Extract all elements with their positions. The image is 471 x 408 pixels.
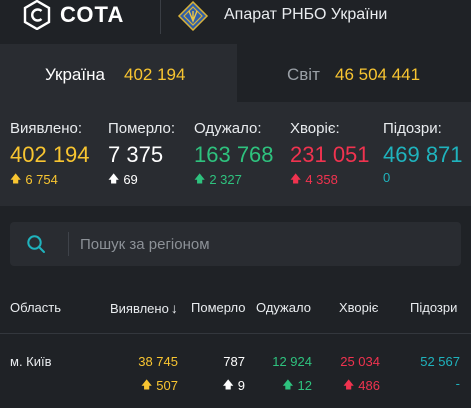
stat-value: 231 051 (290, 142, 370, 167)
stat-delta: 🡅 4 358 (290, 170, 338, 189)
search-icon[interactable] (26, 234, 46, 259)
stat-value: 7 375 (108, 142, 164, 167)
cell-recovered-delta: 🡅 12 (282, 376, 312, 395)
table-row[interactable]: м. Київ 38 745 🡅 507 787 🡅 9 12 924 🡅 12… (0, 334, 471, 408)
stat-delta-value: 4 358 (305, 172, 338, 187)
stat-delta: 🡅 69 (108, 170, 138, 189)
header-divider (160, 0, 161, 34)
stat-delta: 0 (383, 170, 390, 185)
delta-value: 486 (358, 378, 380, 393)
top-bar: СОТА Апарат РНБО України (0, 0, 471, 36)
arrow-up-icon: 🡅 (342, 379, 355, 391)
stat-label: Підозри: (383, 120, 442, 137)
stat-delta: 🡅 6 754 (10, 170, 58, 189)
cell-suspected: 52 567 (420, 354, 460, 369)
region-tabs: Україна 402 194 Світ 46 504 441 (0, 44, 471, 102)
column-header-active[interactable]: Хворіє (339, 300, 379, 315)
cell-recovered: 12 924 (272, 354, 312, 369)
cell-active: 25 034 (340, 354, 380, 369)
cell-deaths: 787 (223, 354, 245, 369)
region-name: м. Київ (10, 354, 52, 369)
stat-delta: 🡅 2 327 (194, 170, 242, 189)
cell-active-delta: 🡅 486 (343, 376, 380, 395)
stat-delta-value: 6 754 (25, 172, 58, 187)
tab-ukraine[interactable]: Україна 402 194 (0, 44, 237, 102)
cell-deaths-delta: 🡅 9 (222, 376, 245, 395)
stat-delta-value: 69 (123, 172, 138, 187)
arrow-up-icon: 🡅 (194, 173, 206, 185)
table-header: Область Виявлено ↓ Померло Одужало Хворі… (0, 290, 471, 334)
arrow-up-icon: 🡅 (222, 379, 234, 391)
column-header-suspected[interactable]: Підозри (410, 300, 458, 315)
column-header-region[interactable]: Область (10, 300, 62, 315)
sota-logo[interactable]: СОТА (22, 0, 124, 30)
column-header-recovered[interactable]: Одужало (256, 300, 311, 315)
stats-panel: Виявлено: 402 194 🡅 6 754 Померло: 7 375… (0, 102, 471, 206)
logo-text: СОТА (60, 2, 125, 27)
region-search (10, 222, 461, 266)
stat-value: 163 768 (194, 142, 274, 167)
arrow-up-icon: 🡅 (140, 379, 153, 391)
column-header-deaths[interactable]: Померло (191, 300, 246, 315)
tab-world[interactable]: Світ 46 504 441 (237, 44, 471, 102)
delta-value: 507 (156, 378, 178, 393)
search-divider (68, 232, 69, 256)
stat-value: 402 194 (10, 142, 90, 167)
sota-hex-logo-icon (22, 0, 52, 30)
delta-value: 12 (297, 378, 312, 393)
stat-label: Хворіє: (290, 120, 340, 137)
cell-confirmed: 38 745 (138, 354, 178, 369)
stat-label: Виявлено: (10, 120, 83, 137)
sort-down-icon: ↓ (170, 300, 178, 316)
stat-delta-value: 2 327 (209, 172, 242, 187)
delta-value: - (455, 376, 460, 391)
tab-label: Україна (45, 65, 105, 84)
cell-confirmed-delta: 🡅 507 (141, 376, 178, 395)
cell-suspected-delta: - (456, 376, 460, 391)
tab-value: 46 504 441 (335, 65, 421, 84)
stat-value: 469 871 (383, 142, 463, 167)
tab-value: 402 194 (124, 65, 186, 84)
arrow-up-icon: 🡅 (282, 379, 294, 391)
org-title: Апарат РНБО України (224, 6, 388, 23)
search-input[interactable] (70, 222, 455, 266)
stat-delta-value: 0 (383, 170, 391, 185)
column-header-confirmed[interactable]: Виявлено ↓ (110, 300, 178, 316)
stat-label: Одужало: (194, 120, 262, 137)
arrow-up-icon: 🡅 (10, 173, 22, 185)
arrow-up-icon: 🡅 (108, 173, 120, 185)
tab-label: Світ (287, 65, 320, 84)
rnbo-emblem-icon (176, 0, 210, 36)
stat-label: Померло: (108, 120, 176, 137)
column-header-label: Виявлено (110, 300, 169, 316)
arrow-up-icon: 🡅 (290, 173, 302, 185)
delta-value: 9 (237, 378, 245, 393)
